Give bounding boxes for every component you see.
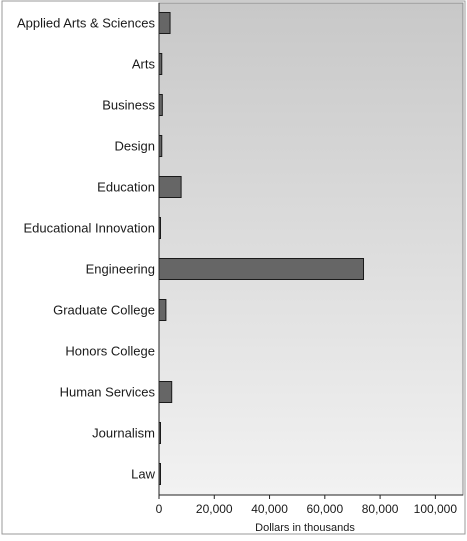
x-tick-label: 0 <box>156 502 163 516</box>
bar-education <box>158 176 182 198</box>
category-label-law: Law <box>131 467 155 482</box>
category-label-human-services: Human Services <box>60 385 156 400</box>
x-tick-label: 20,000 <box>196 502 233 516</box>
x-tick-label: 40,000 <box>251 502 288 516</box>
category-label-engineering: Engineering <box>86 262 155 277</box>
category-label-educational-innovation: Educational Innovation <box>23 221 155 236</box>
x-tick-label: 60,000 <box>306 502 343 516</box>
category-label-graduate-college: Graduate College <box>53 303 155 318</box>
category-label-arts: Arts <box>132 57 156 72</box>
category-labels-group: Applied Arts & Sciences Arts Business Desig… <box>17 16 156 482</box>
x-axis-title: Dollars in thousands <box>255 522 355 534</box>
bar-engineering <box>158 258 365 280</box>
category-label-applied-arts-and-sciences: Applied Arts & Sciences <box>17 16 156 31</box>
category-label-education: Education <box>97 180 155 195</box>
x-tick-label: 80,000 <box>362 502 399 516</box>
category-label-design: Design <box>115 139 155 154</box>
x-ticks-group: 0 20,000 40,000 60,000 80,000 100,000 <box>156 495 458 516</box>
x-tick-label: 100,000 <box>414 502 458 516</box>
bar-applied-arts-and-sciences <box>158 12 171 34</box>
bar-human-services <box>158 381 173 403</box>
plot-background <box>158 2 464 496</box>
category-label-business: Business <box>102 98 155 113</box>
bar-graduate-college <box>158 299 167 321</box>
category-label-journalism: Journalism <box>92 426 155 441</box>
category-label-honors-college: Honors College <box>65 344 155 359</box>
